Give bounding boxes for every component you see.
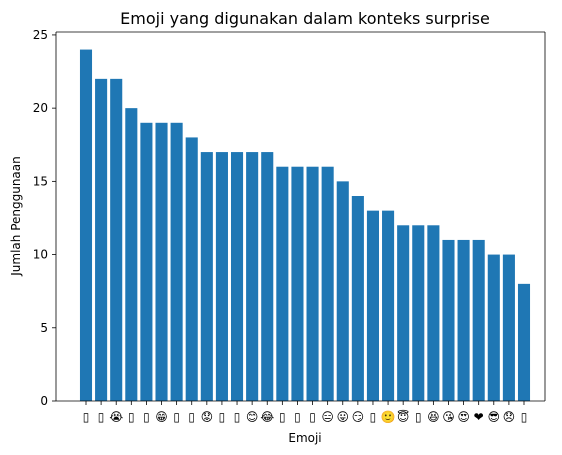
y-axis-label: Jumlah Penggunaan xyxy=(9,156,23,277)
x-tick-label: ▯ xyxy=(415,410,422,424)
bar xyxy=(79,49,93,401)
bar xyxy=(125,108,138,401)
bar xyxy=(306,166,319,401)
x-tick-label: ▯ xyxy=(83,410,90,424)
x-tick-label: ▯ xyxy=(279,410,286,424)
x-tick-label: ▯ xyxy=(309,410,316,424)
bar xyxy=(397,225,410,401)
bar xyxy=(276,166,289,401)
bar xyxy=(261,152,274,401)
bar xyxy=(351,196,364,401)
y-tick-label: 0 xyxy=(40,394,48,408)
bar xyxy=(246,152,259,401)
bar xyxy=(140,122,153,401)
y-tick-label: 20 xyxy=(33,101,48,115)
bar xyxy=(200,152,213,401)
x-tick-label: ▯ xyxy=(234,410,241,424)
x-tick-label: 😭 xyxy=(109,410,123,424)
bar xyxy=(95,78,108,402)
x-tick-label: ▯ xyxy=(143,410,150,424)
x-tick-label: 😊 xyxy=(246,410,259,424)
x-tick-label: 😁 xyxy=(155,410,168,424)
x-tick-label: ▯ xyxy=(188,410,195,424)
bar xyxy=(502,254,515,401)
bar xyxy=(215,152,228,401)
x-tick-label: 😇 xyxy=(397,409,410,424)
bars-group xyxy=(79,49,531,402)
bar xyxy=(382,210,395,401)
x-tick-label: 😏 xyxy=(352,410,365,424)
x-tick-label: ▯ xyxy=(521,410,528,424)
x-tick-label: ▯ xyxy=(370,410,377,424)
bar xyxy=(170,122,183,401)
bar xyxy=(336,181,349,401)
bar xyxy=(472,239,485,401)
x-tick-label: 😂 xyxy=(260,410,274,424)
bar xyxy=(185,137,198,401)
x-tick-label: ❤ xyxy=(474,410,484,424)
bar xyxy=(110,78,123,402)
x-tick-label: 😘 xyxy=(442,410,455,424)
x-tick-label: 😞 xyxy=(503,410,516,424)
x-tick-label: ▯ xyxy=(294,410,301,424)
bar xyxy=(366,210,379,401)
bar xyxy=(412,225,425,401)
x-tick-label: 😟 xyxy=(201,410,214,424)
bar xyxy=(291,166,304,401)
x-tick-label: 😆 xyxy=(427,410,440,424)
x-axis: ▯ ▯ 😭 ▯ ▯ 😁 ▯ ▯ 😟 ▯ ▯ 😊 😂 ▯ ▯ ▯ 😑 😛 😏 ▯ 🙂 😇 ▯ 😆 😘 😍 ❤ 😎 😞 ▯ xyxy=(83,401,528,424)
x-tick-label: 😎 xyxy=(488,410,501,424)
y-axis: 0 5 10 15 20 25 xyxy=(33,28,56,408)
x-axis-label: Emoji xyxy=(288,431,321,445)
bar xyxy=(457,239,470,401)
bar xyxy=(442,239,455,401)
x-tick-label: 😍 xyxy=(457,410,470,424)
x-tick-label: ▯ xyxy=(98,410,105,424)
x-tick-label: ▯ xyxy=(219,410,226,424)
chart-title: Emoji yang digunakan dalam konteks surpr… xyxy=(120,9,490,28)
y-tick-label: 10 xyxy=(33,248,48,262)
y-tick-label: 25 xyxy=(33,28,48,42)
x-tick-label: 🙂 xyxy=(381,410,396,424)
bar xyxy=(427,225,440,401)
bar xyxy=(487,254,500,401)
bar xyxy=(321,166,334,401)
bar xyxy=(517,283,531,401)
bar xyxy=(230,152,244,401)
y-tick-label: 15 xyxy=(33,174,48,188)
bar xyxy=(155,122,168,401)
x-tick-label: 😑 xyxy=(321,410,334,424)
y-tick-label: 5 xyxy=(40,321,48,335)
x-tick-label: ▯ xyxy=(128,410,135,424)
x-tick-label: 😛 xyxy=(337,410,350,424)
x-tick-label: ▯ xyxy=(173,410,180,424)
